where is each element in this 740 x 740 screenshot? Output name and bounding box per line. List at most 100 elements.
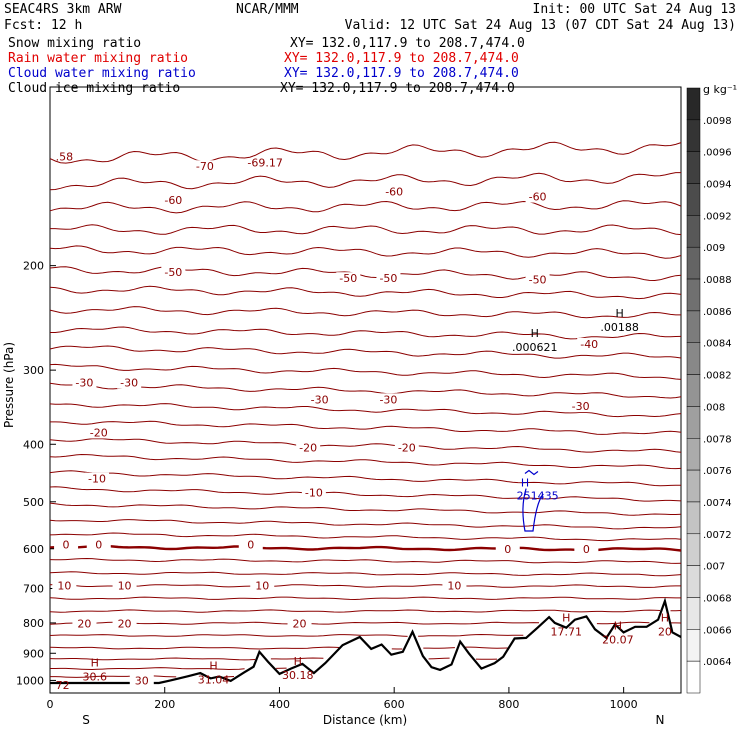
colorbar-segment (686, 533, 701, 566)
isotherm-label: 10 (447, 580, 461, 593)
isotherm-line (49, 382, 682, 399)
colorbar-segment (686, 183, 701, 216)
isotherm-line (49, 532, 682, 542)
isotherm-line (49, 571, 682, 577)
field-name-snow: Snow mixing ratio (8, 36, 141, 51)
colorbar-tick-label: .0098 (703, 116, 732, 127)
isotherm-line (49, 646, 508, 650)
colorbar-tick-label: .0068 (703, 593, 732, 604)
isotherm-line (49, 403, 682, 418)
isotherm-line (49, 245, 682, 259)
isotherm-label: 20 (118, 618, 132, 631)
isotherm-label-bg (307, 393, 332, 406)
isotherm-line (49, 285, 682, 300)
colorbar-tick-label: .0074 (703, 498, 732, 509)
isotherm-label-bg (72, 376, 97, 389)
isotherm-label-bg (525, 190, 550, 203)
y-tick-label: 400 (23, 438, 44, 451)
high-marker: H (294, 655, 302, 668)
isotherm-line (49, 266, 682, 282)
field-xy-rain: XY= 132.0,117.9 to 208.7,474.0 (284, 51, 519, 66)
cloud-water-contour (522, 488, 544, 532)
isotherm-label-bg (117, 376, 142, 389)
isotherm-label-bg (495, 542, 520, 555)
isotherm-label: -60 (164, 194, 182, 207)
field-name-rain: Rain water mixing ratio (8, 51, 188, 66)
field-name-cloud-water: Cloud water mixing ratio (8, 66, 196, 81)
isotherm-label-bg (442, 579, 467, 592)
field-name-cloud-ice: Cloud ice mixing ratio (8, 81, 180, 96)
high-marker: H (91, 657, 99, 670)
center-label: NCAR/MMM (236, 2, 299, 17)
isotherm-label: -50 (379, 272, 397, 285)
high-value-label: 31.04 (198, 674, 230, 687)
isotherm-label-bg (568, 400, 593, 413)
high-marker: H (562, 612, 570, 625)
isotherm-label-bg (394, 441, 419, 454)
colorbar: .0098 .0096 .0094 .0092 .009 .0088 .0086 .0084.… (686, 87, 732, 694)
isotherm-line (49, 306, 681, 319)
high-marker: H (531, 327, 539, 340)
y-tick-label: 800 (23, 617, 44, 630)
field-xy-cloud-ice: XY= 132.0,117.9 to 208.7,474.0 (280, 81, 515, 96)
isotherm-line (49, 438, 682, 453)
colorbar-tick-label: .0094 (703, 180, 732, 191)
isotherm-label: 72 (56, 679, 70, 692)
field-xy-cloud-water: XY= 132.0,117.9 to 208.7,474.0 (284, 66, 519, 81)
colorbar-tick-label: .0096 (703, 148, 732, 159)
isotherm-line (50, 635, 607, 637)
colorbar-segment (686, 342, 701, 375)
colorbar-segment (686, 565, 701, 598)
colorbar-tick-label: .0072 (703, 530, 732, 541)
colorbar-segment (686, 151, 701, 184)
field-xy-snow: XY= 132.0,117.9 to 208.7,474.0 (290, 36, 525, 51)
isotherm-label: -30 (572, 400, 590, 413)
isotherm-label-bg (85, 472, 110, 485)
isotherm-label: 0 (504, 543, 511, 556)
plot-area (49, 86, 682, 694)
high-marker: H (614, 619, 622, 632)
chart-marks: -70 -69.17 -60 -60 -60 -50 -50 -50 -50 -40 -30 -30 -… (16, 151, 672, 711)
isotherm-line (50, 675, 235, 678)
y-tick-label: 300 (23, 364, 44, 377)
y-axis-title: Pressure (hPa) (2, 342, 16, 428)
colorbar-tick-label: .009 (703, 243, 725, 254)
high-value-label: 20.07 (602, 633, 634, 646)
x-tick-label: 0 (47, 698, 54, 711)
isotherm-label-bg (301, 486, 326, 499)
isotherm-label: -50 (529, 273, 547, 286)
high-value-label: .000621 (512, 341, 558, 354)
isotherm-line (49, 141, 682, 164)
isotherm-label: -60 (385, 185, 403, 198)
isotherm-line (49, 596, 681, 601)
isotherm-line (50, 420, 682, 435)
isotherm-label: .58 (56, 151, 74, 164)
x-tick-label: 800 (498, 698, 519, 711)
isotherm-label-bg (192, 160, 217, 173)
colorbar-segment (686, 119, 701, 152)
valid-label: Valid: 12 UTC Sat 24 Aug 13 (07 CDT Sat … (345, 18, 736, 33)
high-value-label: 20 (658, 626, 672, 639)
isotherm-label: 30 (135, 674, 149, 687)
colorbar-tick-label: .0082 (703, 371, 732, 382)
colorbar-segment (686, 374, 701, 407)
colorbar-segment (686, 246, 701, 280)
colorbar-tick-label: .0076 (703, 466, 732, 477)
colorbar-segment (686, 660, 701, 694)
isotherm-line (49, 363, 682, 380)
isotherm-label-bg (382, 185, 407, 198)
isotherm-line (50, 326, 682, 340)
isotherm-line (49, 453, 682, 470)
isotherm-line (49, 621, 682, 625)
isotherm-label: -50 (339, 272, 357, 285)
cloud-water-max-label: 251435 (517, 490, 559, 503)
isotherm-label-bg (161, 193, 186, 206)
isotherm-line (49, 557, 682, 564)
colorbar-segment (686, 278, 701, 312)
isotherm-label-bg (253, 156, 278, 169)
y-tick-label: 600 (23, 543, 44, 556)
isotherm-label-bg (129, 674, 154, 687)
isotherm-label: 0 (583, 543, 590, 556)
colorbar-segment (686, 629, 701, 662)
